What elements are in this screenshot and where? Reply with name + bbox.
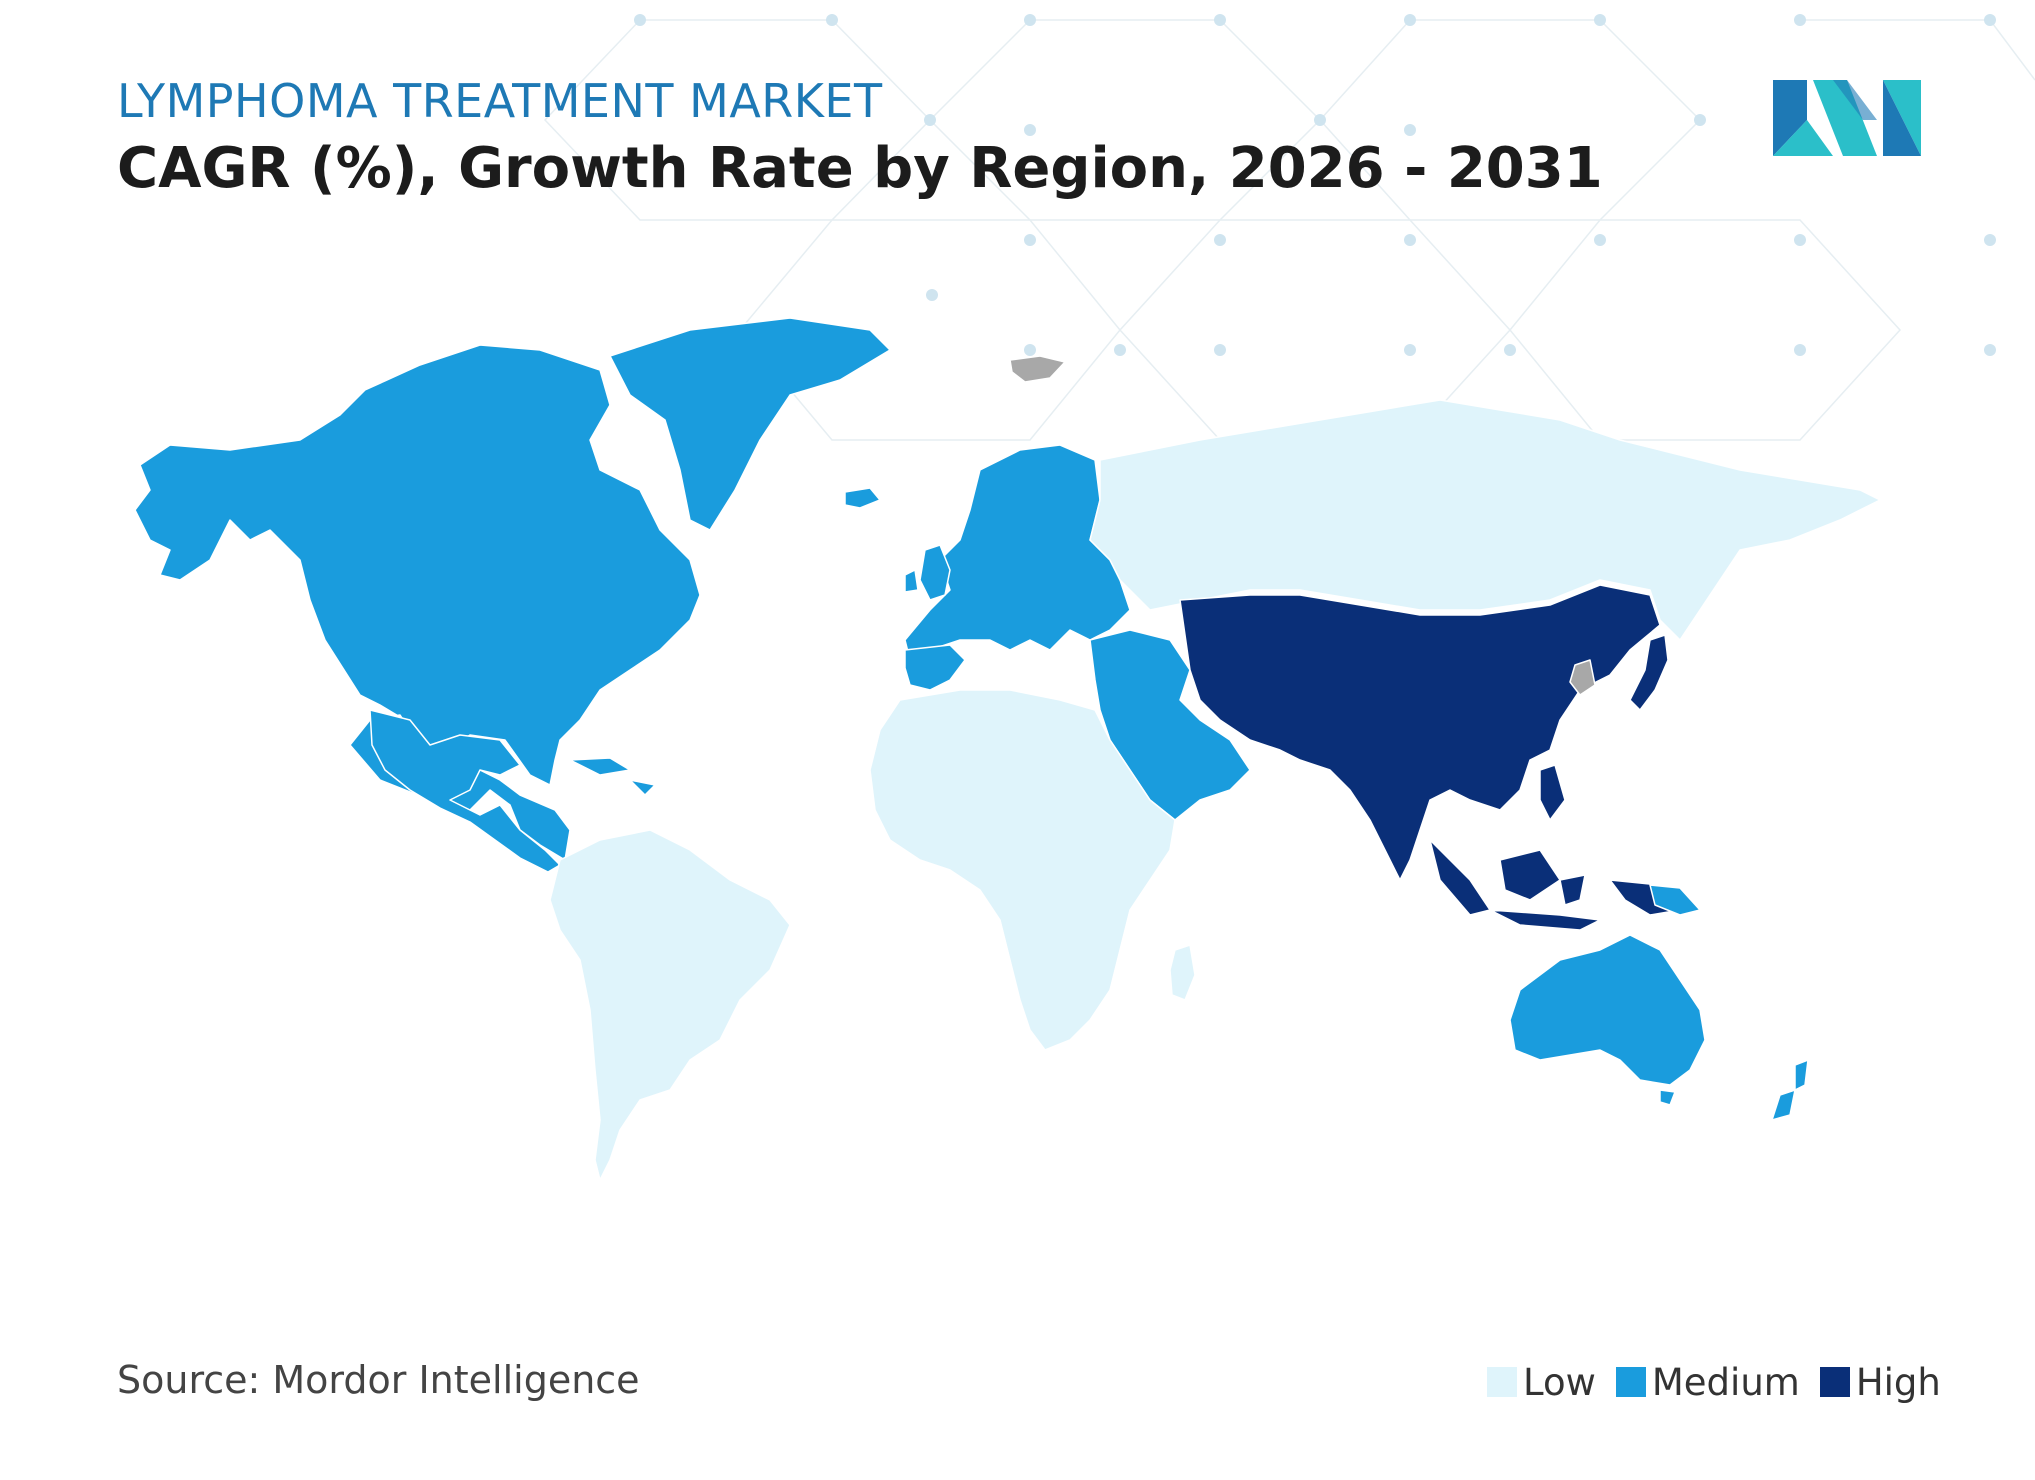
chart-eyebrow: LYMPHOMA TREATMENT MARKET bbox=[117, 74, 883, 128]
chart-title: CAGR (%), Growth Rate by Region, 2026 - … bbox=[117, 136, 1603, 201]
legend-label-medium: Medium bbox=[1651, 1360, 1800, 1404]
region-japan bbox=[1629, 634, 1669, 711]
region-africa bbox=[869, 689, 1176, 1051]
region-iberia bbox=[904, 644, 966, 691]
region-new-zealand bbox=[1771, 1059, 1809, 1121]
legend-item-medium: Medium bbox=[1615, 1360, 1800, 1404]
legend-label-high: High bbox=[1855, 1360, 1941, 1404]
legend-swatch-high bbox=[1819, 1367, 1850, 1397]
region-svalbard bbox=[1009, 355, 1066, 383]
source-note: Source: Mordor Intelligence bbox=[117, 1358, 640, 1402]
region-mexico bbox=[369, 709, 561, 873]
region-iceland bbox=[844, 487, 881, 509]
region-middle-east bbox=[1089, 629, 1251, 821]
legend-item-high: High bbox=[1819, 1360, 1941, 1404]
map-legend: Low Medium High bbox=[1487, 1360, 1941, 1404]
region-caribbean bbox=[569, 757, 656, 796]
region-south-america bbox=[549, 829, 791, 1181]
legend-swatch-low bbox=[1487, 1367, 1517, 1397]
region-madagascar bbox=[1169, 944, 1196, 1001]
region-southeast-asia bbox=[1429, 764, 1681, 931]
region-tasmania bbox=[1659, 1089, 1676, 1106]
legend-label-low: Low bbox=[1523, 1360, 1596, 1404]
legend-swatch-medium bbox=[1615, 1367, 1646, 1397]
region-asia bbox=[1179, 584, 1661, 881]
region-greenland bbox=[609, 317, 891, 531]
region-uk bbox=[904, 544, 951, 601]
legend-item-low: Low bbox=[1487, 1361, 1596, 1404]
mordor-intelligence-logo bbox=[1773, 80, 1921, 156]
region-north-america bbox=[134, 344, 701, 861]
region-australia bbox=[1509, 934, 1706, 1086]
region-korea bbox=[1569, 659, 1596, 696]
region-papua-new-guinea bbox=[1649, 884, 1701, 916]
